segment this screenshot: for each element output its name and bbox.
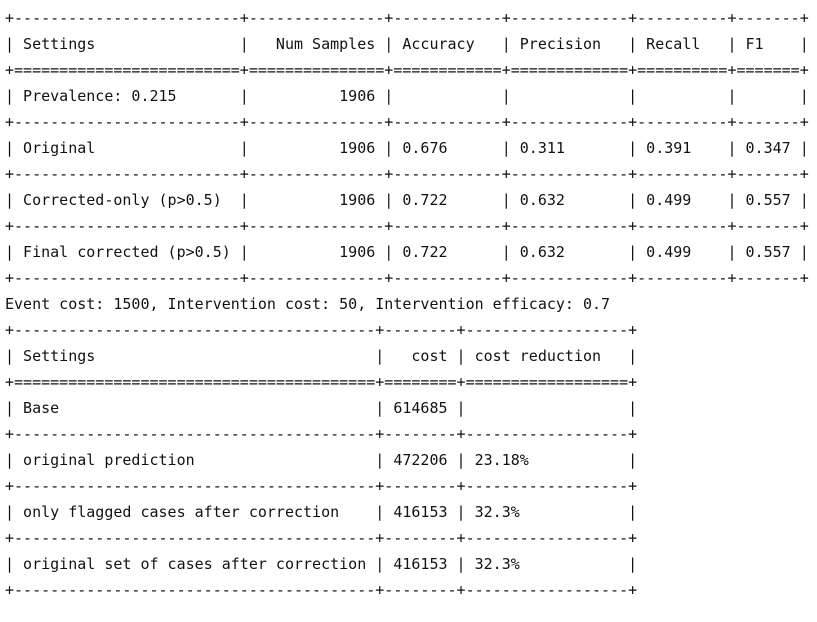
cost-table: +---------------------------------------…	[5, 321, 638, 599]
cost-parameters-note: Event cost: 1500, Intervention cost: 50,…	[5, 295, 611, 313]
terminal-output: +-------------------------+-------------…	[5, 9, 809, 599]
metrics-table: +-------------------------+-------------…	[5, 9, 809, 287]
